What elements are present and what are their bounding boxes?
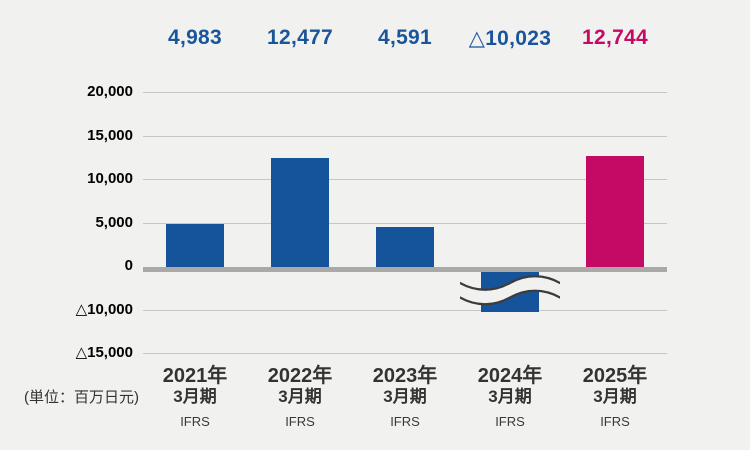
x-label-standard: IFRS <box>390 414 420 429</box>
value-label: △10,023 <box>468 27 552 50</box>
x-label-year: 2023年 <box>372 365 438 387</box>
bar <box>271 158 329 267</box>
x-label-period: 3月期 <box>173 387 217 406</box>
x-label-standard: IFRS <box>600 414 630 429</box>
y-tick-label: 5,000 <box>95 214 133 231</box>
x-label-year: 2021年 <box>162 365 228 387</box>
value-label: 4,983 <box>167 26 223 49</box>
x-label-standard: IFRS <box>495 414 525 429</box>
value-label: 12,744 <box>581 26 649 49</box>
gridline <box>143 136 667 137</box>
x-label-period: 3月期 <box>383 387 427 406</box>
gridline <box>143 92 667 93</box>
x-category-label: 2023年 3月期 IFRS <box>335 365 475 429</box>
unit-label: (単位：百万日元) <box>24 389 139 406</box>
axis-break-waves <box>458 275 562 307</box>
y-tick-label: △15,000 <box>75 344 133 361</box>
gridline <box>143 353 667 354</box>
x-label-standard: IFRS <box>180 414 210 429</box>
x-label-year: 2025年 <box>582 365 648 387</box>
gridline <box>143 310 667 311</box>
x-label-period: 3月期 <box>488 387 532 406</box>
y-tick-label: 15,000 <box>87 127 133 144</box>
x-category-label: 2021年 3月期 IFRS <box>125 365 265 429</box>
x-category-label: 2025年 3月期 IFRS <box>545 365 685 429</box>
y-tick-label: △10,000 <box>75 301 133 318</box>
x-label-standard: IFRS <box>285 414 315 429</box>
value-label: 12,477 <box>266 26 334 49</box>
bar <box>166 224 224 267</box>
x-category-label: 2024年 3月期 IFRS <box>440 365 580 429</box>
y-tick-label: 20,000 <box>87 83 133 100</box>
x-label-period: 3月期 <box>593 387 637 406</box>
gridline <box>143 223 667 224</box>
x-category-label: 2022年 3月期 IFRS <box>230 365 370 429</box>
gridline <box>143 179 667 180</box>
x-label-period: 3月期 <box>278 387 322 406</box>
bar <box>376 227 434 267</box>
y-tick-label: 10,000 <box>87 170 133 187</box>
zero-axis-line <box>143 267 667 272</box>
x-label-year: 2022年 <box>267 365 333 387</box>
value-label: 4,591 <box>377 26 433 49</box>
x-label-year: 2024年 <box>477 365 543 387</box>
bar <box>586 156 644 267</box>
y-tick-label: 0 <box>124 257 133 274</box>
